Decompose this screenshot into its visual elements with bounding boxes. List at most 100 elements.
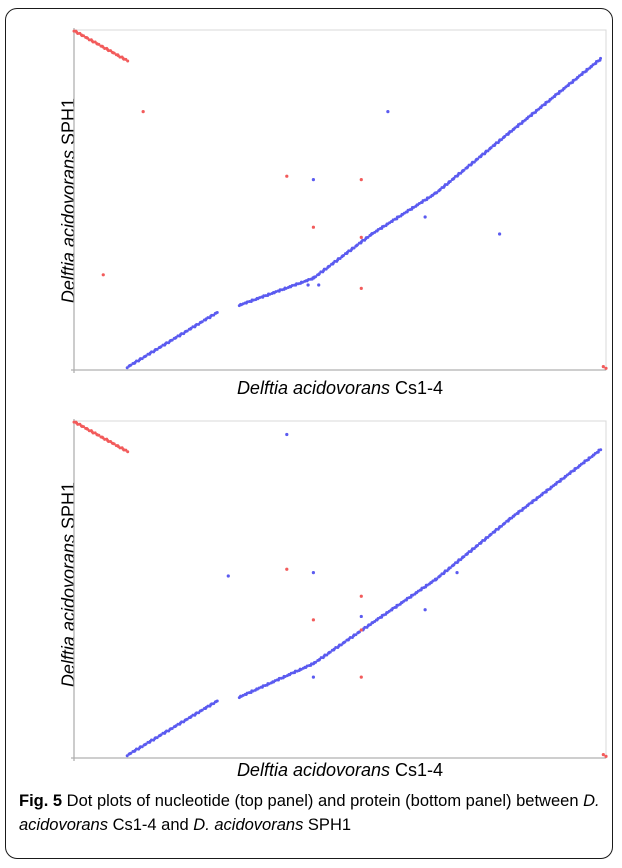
forward-match-point	[317, 283, 321, 287]
reverse-match-point	[359, 178, 363, 182]
forward-match-point	[386, 110, 390, 114]
reverse-match-dot	[126, 450, 130, 454]
reverse-match-point	[141, 110, 145, 114]
forward-match-segment	[433, 516, 512, 581]
bottom-x-axis-label: Delftia acidovorans Cs1-4	[74, 760, 606, 781]
top-panel: Delftia acidovorans SPH1 Delftia acidovo…	[0, 0, 622, 400]
caption-species-2-strain: SPH1	[303, 816, 352, 834]
forward-match-dot	[348, 635, 352, 639]
forward-match-dot	[144, 742, 148, 746]
forward-match-point	[498, 232, 502, 236]
forward-match-dot	[134, 747, 138, 751]
forward-match-dot	[355, 243, 359, 247]
forward-match-dot	[314, 660, 318, 664]
forward-match-segment	[237, 276, 315, 308]
forward-match-dot	[503, 134, 507, 138]
forward-match-dot	[180, 332, 184, 336]
forward-match-dot	[462, 555, 466, 559]
reverse-match-dot	[76, 422, 80, 426]
reverse-match-point	[101, 273, 105, 277]
forward-match-dot	[200, 320, 204, 324]
forward-match-dot	[435, 191, 439, 195]
reverse-match-point	[601, 753, 605, 757]
forward-match-dot	[366, 235, 370, 239]
reverse-match-point	[359, 628, 363, 632]
forward-match-point	[226, 574, 230, 578]
forward-match-dot	[200, 708, 204, 712]
reverse-match-point	[311, 618, 315, 622]
forward-match-dot	[354, 633, 358, 637]
forward-match-point	[423, 215, 427, 219]
forward-match-dot	[499, 138, 503, 142]
forward-match-segment	[125, 310, 219, 370]
forward-match-point	[311, 571, 315, 575]
forward-match-dot	[215, 699, 219, 703]
caption-species-1-genus: D. acidovorans	[19, 792, 600, 834]
bottom-dot-plot	[71, 419, 608, 761]
forward-match-point	[423, 608, 427, 612]
caption-species-2-genus: D. acidovorans	[193, 816, 304, 834]
caption-label: Fig. 5	[19, 792, 63, 810]
reverse-match-point	[601, 365, 605, 369]
top-x-axis-genus: Delftia acidovorans	[236, 378, 391, 398]
reverse-match-dot	[81, 425, 85, 429]
reverse-match-dot	[76, 31, 80, 35]
caption-text-1: Dot plots of nucleotide (top panel) and …	[62, 792, 584, 810]
forward-match-dot	[489, 146, 493, 150]
forward-match-segment	[508, 448, 603, 521]
forward-match-dot	[165, 341, 169, 345]
forward-match-dot	[328, 264, 332, 268]
forward-match-point	[455, 571, 459, 575]
reverse-match-dot	[112, 442, 116, 446]
forward-match-dot	[129, 363, 133, 367]
forward-match-dot	[435, 577, 439, 581]
forward-match-dot	[352, 246, 356, 250]
forward-match-dot	[599, 56, 603, 60]
reverse-match-point	[604, 366, 608, 370]
forward-match-dot	[144, 354, 148, 358]
forward-match-dot	[155, 347, 159, 351]
reverse-match-dot	[126, 59, 130, 63]
forward-match-point	[285, 432, 289, 437]
forward-match-dot	[476, 157, 480, 161]
forward-match-segment	[237, 662, 315, 700]
forward-match-dot	[159, 345, 163, 349]
forward-match-dot	[150, 738, 154, 742]
reverse-match-point	[359, 286, 363, 290]
forward-match-dot	[165, 729, 169, 733]
forward-match-point	[359, 614, 363, 619]
reverse-match-point	[285, 174, 289, 178]
reverse-match-dot	[81, 34, 85, 38]
forward-match-dot	[185, 717, 189, 721]
forward-match-dot	[503, 521, 507, 525]
forward-match-dot	[448, 179, 452, 183]
forward-match-dot	[363, 625, 367, 629]
forward-match-dot	[599, 448, 603, 452]
forward-match-segment	[508, 56, 603, 134]
forward-match-dot	[343, 640, 347, 644]
forward-match-dot	[170, 338, 174, 342]
forward-match-segment	[433, 130, 512, 195]
reverse-match-segment	[72, 29, 130, 63]
figure-frame	[5, 8, 613, 859]
reverse-match-point	[359, 594, 363, 598]
forward-match-dot	[438, 188, 442, 192]
forward-match-dot	[499, 524, 503, 528]
forward-match-dot	[155, 736, 159, 740]
top-x-axis-label: Delftia acidovorans Cs1-4	[74, 378, 606, 399]
forward-match-dot	[489, 532, 493, 536]
forward-match-dot	[290, 284, 294, 288]
forward-match-segment	[370, 578, 438, 625]
forward-match-dot	[185, 329, 189, 333]
reverse-match-point	[285, 567, 289, 571]
forward-match-dot	[150, 350, 154, 354]
forward-match-dot	[180, 720, 184, 724]
forward-match-segment	[125, 699, 219, 758]
forward-match-dot	[305, 664, 309, 668]
caption-species-1-strain: Cs1-4 and	[107, 816, 194, 834]
forward-match-segment	[312, 232, 373, 280]
forward-match-dot	[140, 745, 144, 749]
forward-match-dot	[307, 278, 311, 282]
forward-match-dot	[476, 543, 480, 547]
forward-match-dot	[314, 275, 318, 279]
